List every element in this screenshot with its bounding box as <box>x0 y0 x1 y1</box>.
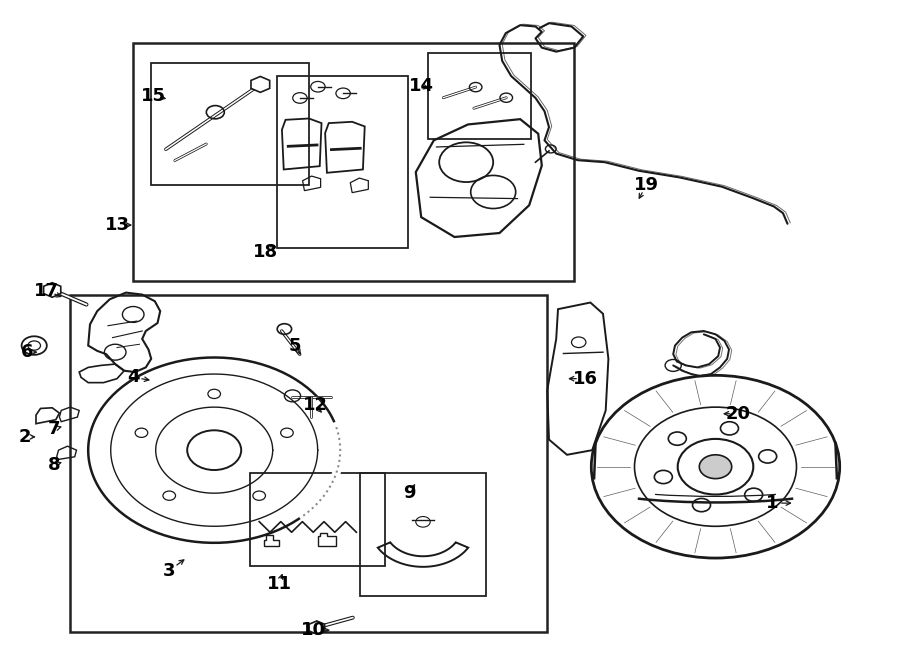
Text: 16: 16 <box>572 369 598 388</box>
Text: 8: 8 <box>48 455 60 474</box>
Text: 10: 10 <box>301 621 326 639</box>
Text: 15: 15 <box>140 87 166 105</box>
Text: 20: 20 <box>725 404 751 423</box>
Text: 11: 11 <box>266 575 292 593</box>
Bar <box>133 43 574 281</box>
Bar <box>70 295 547 632</box>
Bar <box>250 473 385 566</box>
Text: 9: 9 <box>403 484 416 502</box>
Text: 5: 5 <box>289 336 302 355</box>
Polygon shape <box>251 77 270 92</box>
Bar <box>360 473 486 596</box>
Text: 1: 1 <box>766 494 778 512</box>
Bar <box>151 63 309 185</box>
Text: 2: 2 <box>19 428 32 446</box>
Text: 7: 7 <box>48 420 60 438</box>
Text: 6: 6 <box>21 343 33 361</box>
Bar <box>428 53 531 139</box>
Text: 18: 18 <box>253 242 278 261</box>
Polygon shape <box>43 283 61 297</box>
Text: 12: 12 <box>302 396 328 414</box>
Text: 4: 4 <box>127 368 140 387</box>
Circle shape <box>699 455 732 479</box>
Text: 14: 14 <box>409 77 434 95</box>
Text: 19: 19 <box>634 176 659 195</box>
Text: 17: 17 <box>34 282 59 301</box>
Polygon shape <box>309 621 325 634</box>
Bar <box>277 76 408 248</box>
Text: 13: 13 <box>104 216 130 234</box>
Text: 3: 3 <box>163 561 176 580</box>
